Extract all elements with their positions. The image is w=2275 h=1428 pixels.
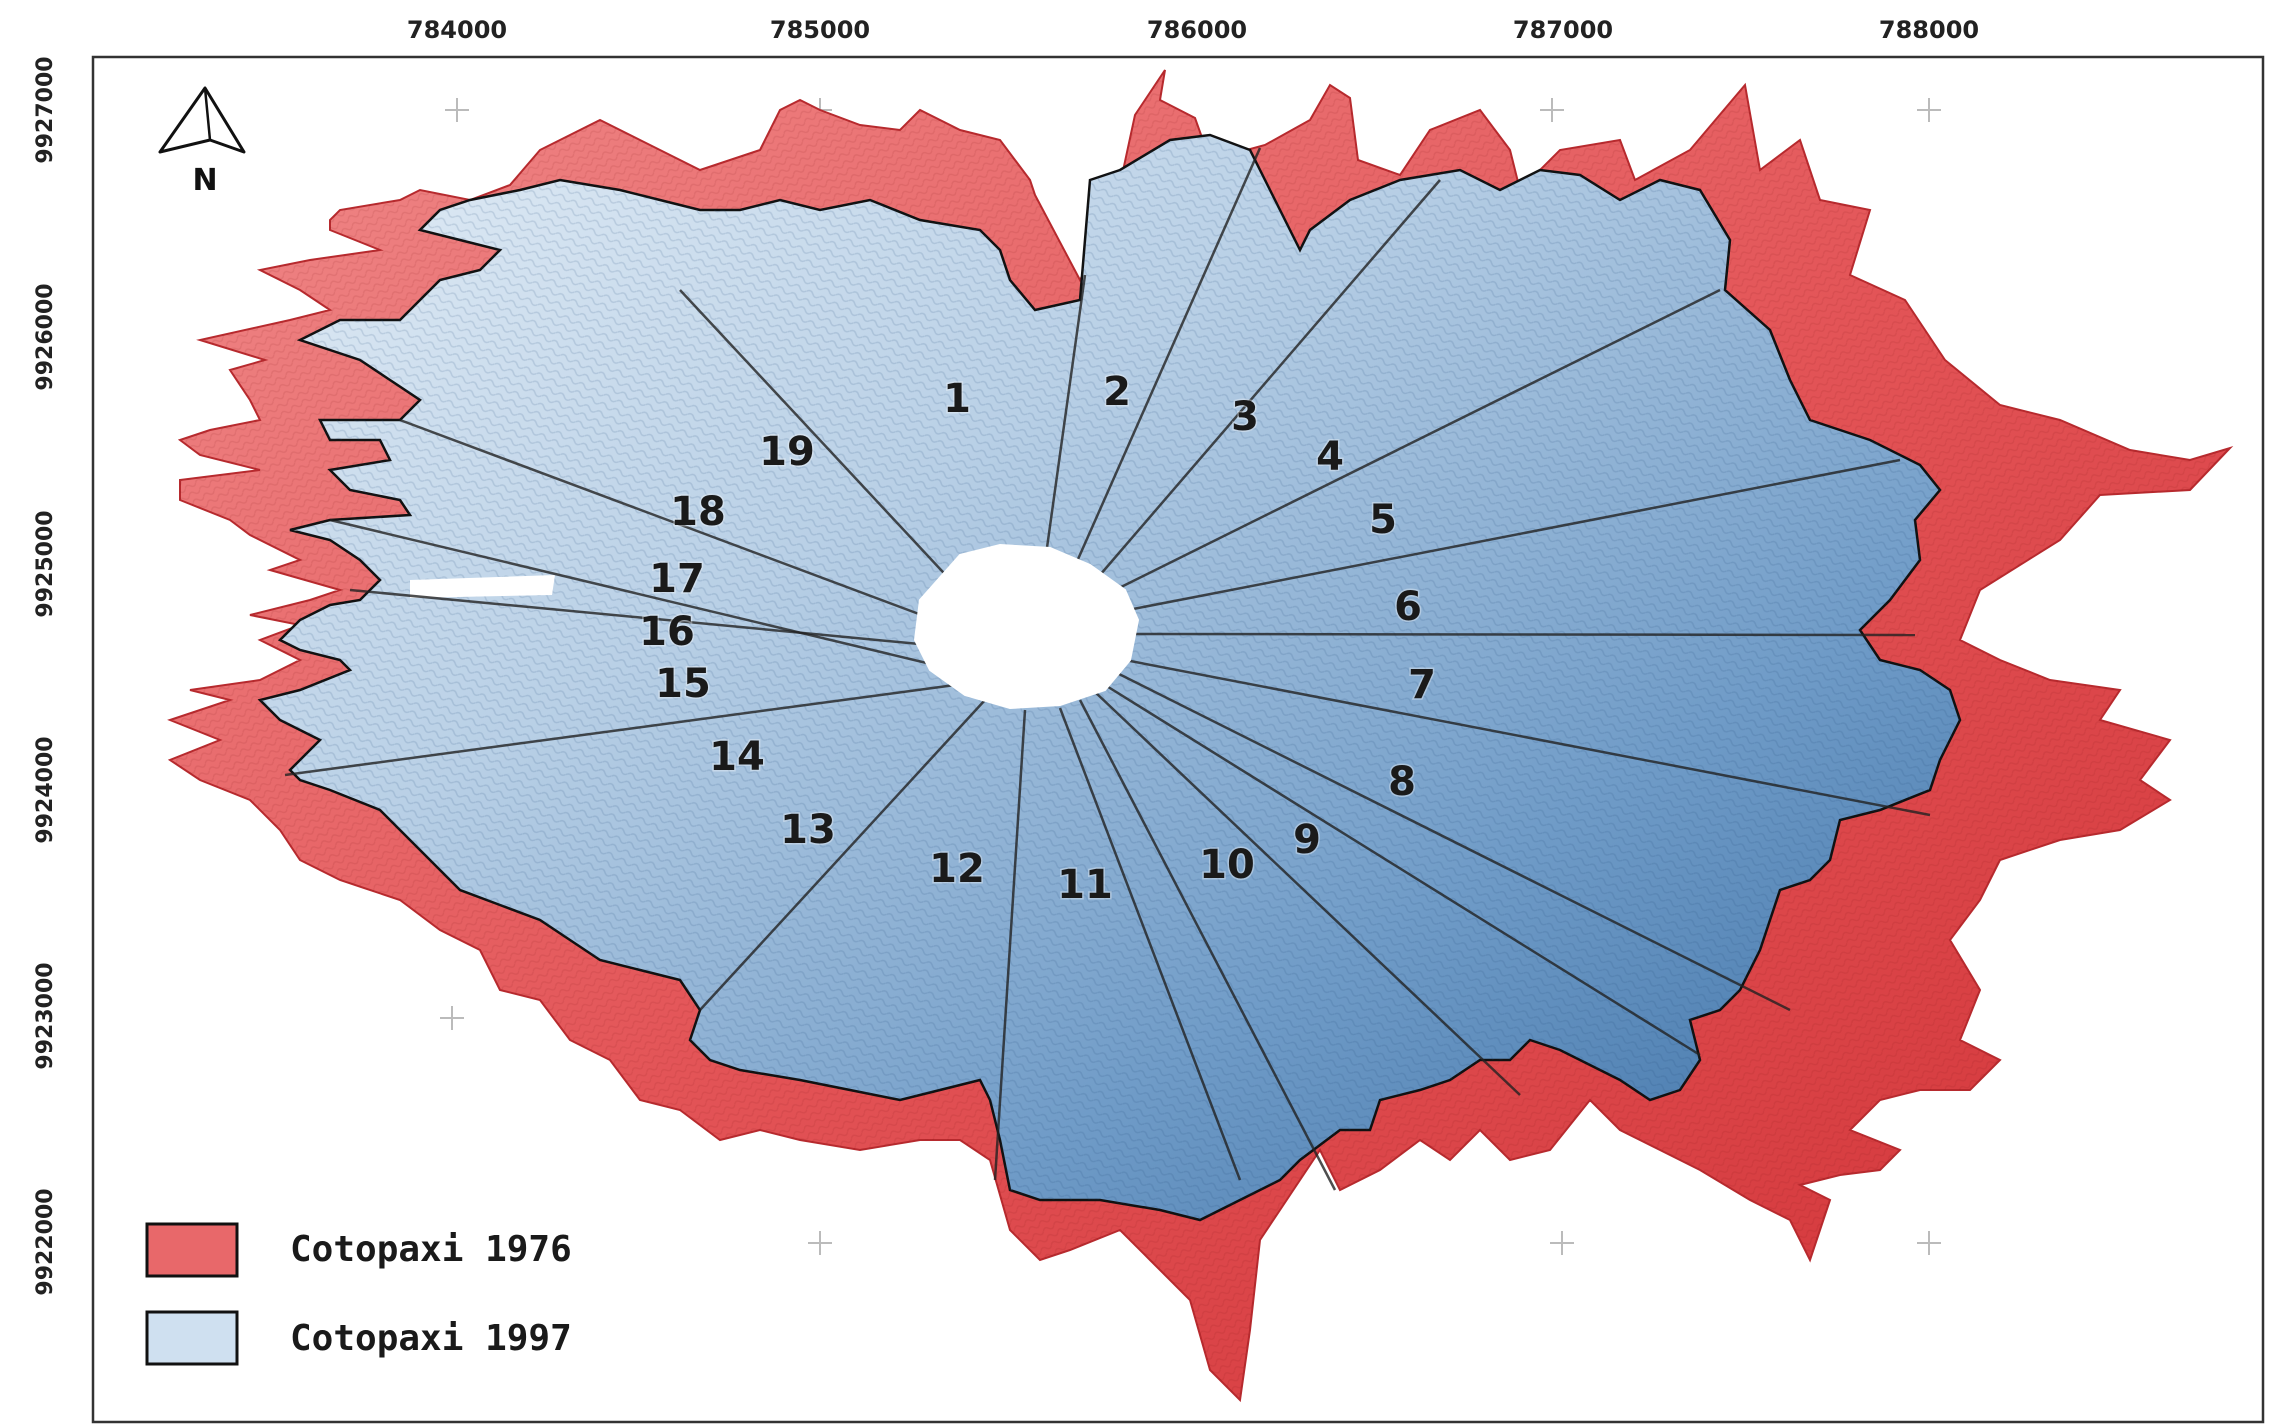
sector-label: 11 (1057, 862, 1113, 908)
sector-label: 18 (670, 489, 726, 535)
x-tick-label: 785000 (770, 16, 870, 44)
sector-divider-lines (284, 147, 1931, 1191)
sector-label: 14 (709, 734, 765, 780)
sector-label: 8 (1388, 759, 1416, 805)
north-label: N (192, 163, 217, 198)
y-tick-label: 9924000 (33, 736, 58, 843)
sector-label: 1 (943, 376, 971, 422)
y-tick-label: 9923000 (33, 962, 58, 1069)
map-frame (91, 55, 2265, 1424)
sector-label: 3 (1231, 394, 1259, 440)
legend-swatch-1976 (145, 1222, 239, 1278)
sector-label: 2 (1103, 369, 1131, 415)
x-tick-label: 784000 (407, 16, 507, 44)
sector-label: 10 (1199, 842, 1255, 888)
sector-label: 19 (759, 429, 815, 475)
sector-label: 9 (1293, 817, 1321, 863)
x-tick-label: 787000 (1513, 16, 1613, 44)
sector-label: 5 (1369, 497, 1397, 543)
y-tick-label: 9927000 (33, 56, 58, 163)
sector-label: 15 (655, 661, 711, 707)
sector-label: 12 (929, 846, 985, 892)
legend: Cotopaxi 1976 Cotopaxi 1997 (145, 1222, 572, 1366)
legend-swatch-1997 (145, 1310, 239, 1366)
x-tick-label: 788000 (1879, 16, 1979, 44)
sector-label: 6 (1394, 584, 1422, 630)
sector-label: 13 (780, 807, 836, 853)
sector-label: 7 (1408, 662, 1436, 708)
north-arrow-icon (158, 86, 246, 154)
y-tick-label: 9926000 (33, 283, 58, 390)
legend-label-1976: Cotopaxi 1976 (290, 1229, 572, 1270)
bare-rock-patch (410, 575, 555, 598)
sector-label: 17 (649, 556, 705, 602)
summit-crater (913, 543, 1140, 710)
y-tick-label: 9922000 (33, 1188, 58, 1295)
sector-label: 16 (639, 609, 695, 655)
y-tick-label: 9925000 (33, 510, 58, 617)
sector-label: 4 (1316, 434, 1344, 480)
legend-label-1997: Cotopaxi 1997 (290, 1318, 572, 1359)
x-tick-label: 786000 (1147, 16, 1247, 44)
